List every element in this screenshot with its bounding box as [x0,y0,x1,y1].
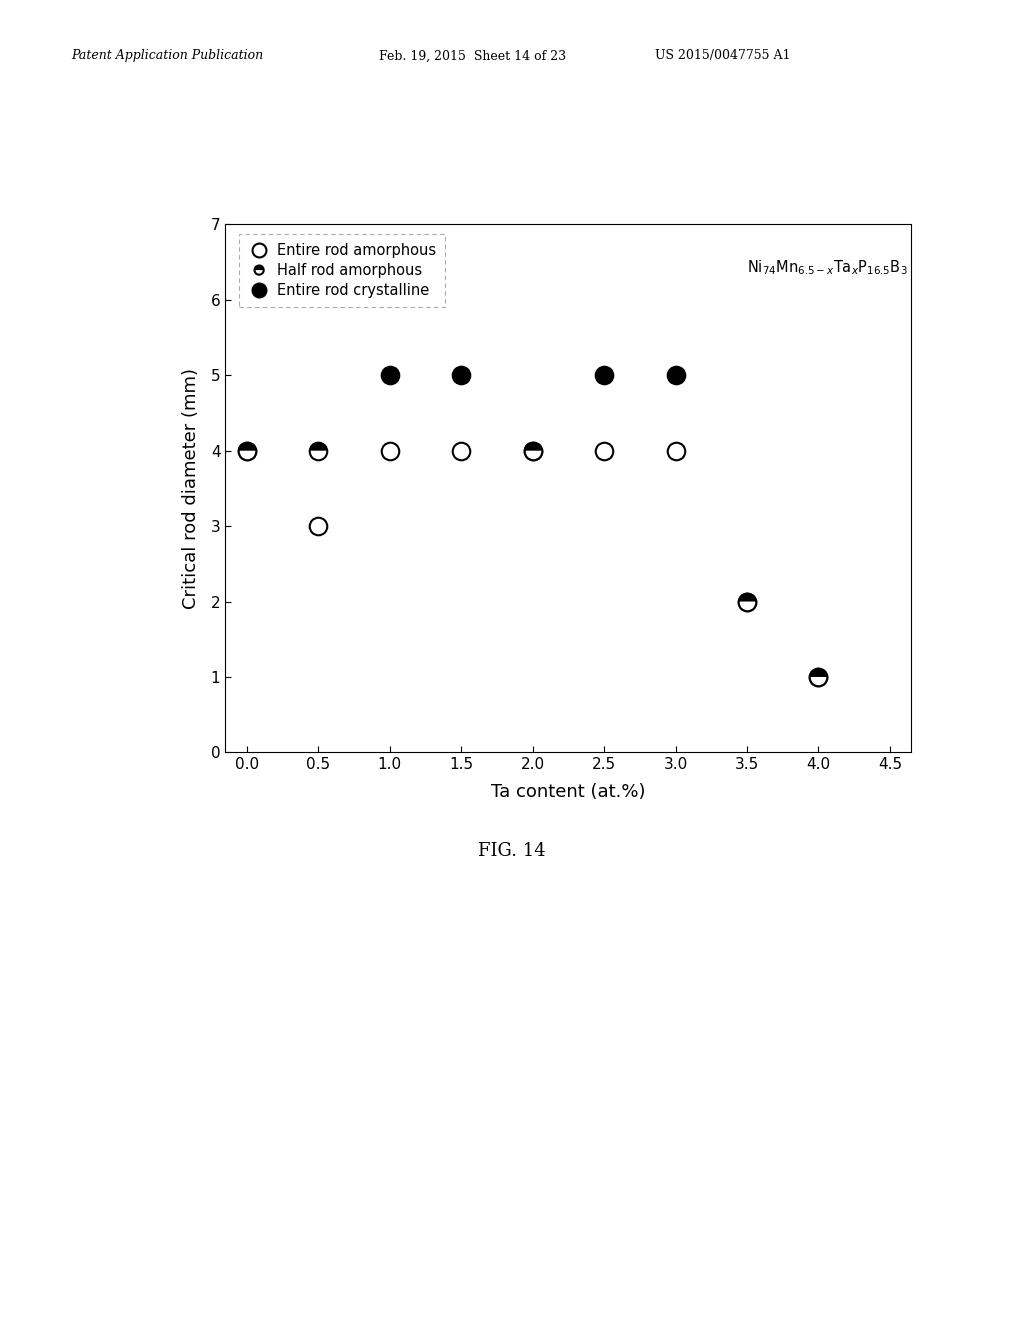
Point [596,440,612,461]
Legend: Entire rod amorphous, Half rod amorphous, Entire rod crystalline: Entire rod amorphous, Half rod amorphous… [240,235,445,308]
Point [382,364,398,385]
Text: FIG. 14: FIG. 14 [478,842,546,861]
Point [596,364,612,385]
Text: Feb. 19, 2015  Sheet 14 of 23: Feb. 19, 2015 Sheet 14 of 23 [379,49,566,62]
Point [810,667,826,688]
Point [810,667,826,688]
Point [239,440,255,461]
Point [453,364,469,385]
X-axis label: Ta content (at.%): Ta content (at.%) [492,783,645,801]
Point [738,591,755,612]
Point [668,364,684,385]
Text: US 2015/0047755 A1: US 2015/0047755 A1 [655,49,791,62]
Point [668,440,684,461]
Point [524,440,541,461]
Text: Patent Application Publication: Patent Application Publication [72,49,264,62]
Point [738,591,755,612]
Point [738,591,755,612]
Point [382,440,398,461]
Point [524,440,541,461]
Point [310,516,327,537]
Point [239,440,255,461]
Y-axis label: Critical rod diameter (mm): Critical rod diameter (mm) [181,368,200,609]
Point [810,667,826,688]
Point [524,440,541,461]
Point [310,440,327,461]
Text: Ni$_{74}$Mn$_{6.5-x}$Ta$_x$P$_{16.5}$B$_3$: Ni$_{74}$Mn$_{6.5-x}$Ta$_x$P$_{16.5}$B$_… [746,259,907,277]
Point [310,440,327,461]
Point [239,440,255,461]
Point [453,440,469,461]
